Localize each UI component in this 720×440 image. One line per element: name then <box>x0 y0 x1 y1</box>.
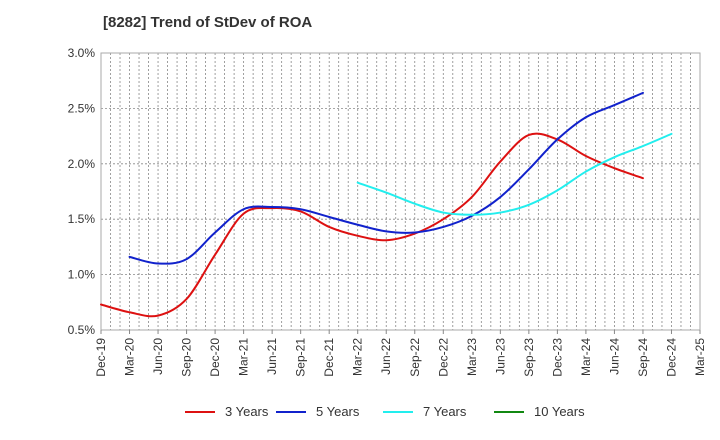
x-tick-label: Dec-22 <box>436 338 450 377</box>
legend-swatch <box>383 410 413 413</box>
x-tick-label: Mar-25 <box>693 338 707 376</box>
x-tick-label: Jun-24 <box>607 338 621 375</box>
y-tick-label: 1.0% <box>68 268 96 282</box>
x-tick-label: Jun-20 <box>151 338 165 375</box>
x-tick-label: Mar-21 <box>237 338 251 376</box>
x-tick-label: Sep-23 <box>522 338 536 377</box>
x-tick-label: Mar-24 <box>579 338 593 376</box>
y-axis-ticks: 0.5% 1.0% 1.5% 2.0% 2.5% 3.0% <box>68 46 96 337</box>
legend-swatch <box>494 410 524 413</box>
x-tick-label: Dec-19 <box>94 338 108 377</box>
series-line-3-years <box>100 132 644 318</box>
legend-item: 10 Years <box>494 404 585 419</box>
legend: 3 Years 5 Years 7 Years 10 Years <box>0 404 720 426</box>
x-tick-label: Jun-22 <box>379 338 393 375</box>
x-tick-label: Mar-20 <box>123 338 137 376</box>
x-axis-ticks: Dec-19 Mar-20 Jun-20 Sep-20 Dec-20 Mar-21 Jun-… <box>94 330 707 377</box>
x-tick-label: Dec-20 <box>208 338 222 377</box>
legend-swatch <box>276 410 306 413</box>
series-line-5-years <box>128 91 644 265</box>
legend-label: 10 Years <box>534 404 585 419</box>
x-tick-label: Sep-20 <box>180 338 194 377</box>
series-layer <box>100 91 673 318</box>
y-tick-label: 0.5% <box>68 323 96 337</box>
x-tick-label: Sep-24 <box>636 338 650 377</box>
x-tick-label: Mar-23 <box>465 338 479 376</box>
legend-item: 3 Years <box>185 404 268 419</box>
axes-layer <box>100 52 701 331</box>
y-tick-label: 3.0% <box>68 46 96 60</box>
y-tick-label: 2.5% <box>68 101 96 115</box>
series-line-7-years <box>356 132 673 216</box>
legend-item: 7 Years <box>383 404 466 419</box>
legend-swatch <box>185 410 215 413</box>
x-tick-label: Dec-21 <box>322 338 336 377</box>
legend-label: 3 Years <box>225 404 269 419</box>
x-tick-label: Jun-23 <box>493 338 507 375</box>
chart-title: [8282] Trend of StDev of ROA <box>103 14 313 31</box>
x-tick-label: Dec-24 <box>664 338 678 377</box>
x-tick-label: Sep-21 <box>294 338 308 377</box>
x-tick-label: Jun-21 <box>265 338 279 375</box>
y-tick-label: 1.5% <box>68 212 96 226</box>
legend-label: 5 Years <box>316 404 360 419</box>
x-tick-label: Dec-23 <box>550 338 564 377</box>
plot-frame <box>100 52 701 331</box>
legend-item: 5 Years <box>276 404 359 419</box>
legend-label: 7 Years <box>423 404 467 419</box>
grid-layer <box>100 52 701 331</box>
x-tick-label: Sep-22 <box>408 338 422 377</box>
x-tick-label: Mar-22 <box>351 338 365 376</box>
y-tick-label: 2.0% <box>68 157 96 171</box>
